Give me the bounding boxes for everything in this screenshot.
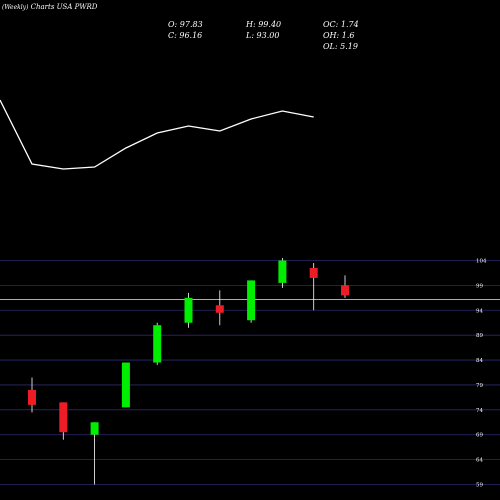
candle (59, 402, 68, 440)
price-tick-label: 104 (476, 258, 487, 264)
price-tick-label: 94 (476, 308, 483, 314)
candle (184, 292, 193, 328)
candle (247, 280, 256, 323)
price-tick-label: 69 (476, 433, 483, 439)
candle-body-down (309, 267, 318, 278)
stat-open: O: 97.83 (168, 20, 203, 29)
candle-body-up (153, 325, 162, 363)
price-tick-label: 59 (476, 483, 483, 489)
candle (121, 362, 130, 408)
stat-oc: OC: 1.74 (323, 20, 359, 29)
price-axis: 59 64 69 74 79 84 89 94 99 104 (476, 258, 487, 488)
chart-title-prefix: (Weekly) (2, 4, 29, 11)
candle (28, 377, 36, 413)
stat-close: C: 96.16 (168, 31, 202, 40)
candle-body-down (215, 305, 224, 313)
candle (278, 258, 287, 288)
indicator-line (0, 99, 314, 170)
candle-body-down (28, 389, 36, 405)
stat-ol: OL: 5.19 (323, 42, 358, 51)
candle-body-up (278, 260, 287, 283)
price-tick-label: 89 (476, 333, 483, 339)
price-tick-label: 84 (476, 358, 483, 364)
candle-body-up (184, 297, 193, 323)
chart-title-rest: Charts USA PWRD (31, 3, 98, 11)
price-tick-label: 74 (476, 408, 483, 414)
candles (28, 258, 349, 485)
candle (309, 262, 318, 311)
indicator-panel (0, 99, 314, 170)
candle-body-down (341, 285, 349, 296)
price-tick-label: 79 (476, 383, 483, 389)
chart-title: (Weekly) Charts USA PWRD (2, 3, 98, 11)
candle-body-up (90, 422, 99, 435)
candle-body-down (59, 402, 68, 433)
price-tick-label: 64 (476, 458, 483, 464)
candle-body-up (247, 280, 256, 321)
stat-high: H: 99.40 (245, 20, 281, 29)
candle (90, 422, 99, 485)
header: (Weekly) Charts USA PWRD O: 97.83 C: 96.… (2, 3, 359, 51)
stat-oh: OH: 1.6 (323, 31, 355, 40)
candle (341, 275, 349, 298)
price-tick-label: 99 (476, 283, 483, 289)
candle-body-up (121, 362, 130, 408)
candle (153, 322, 162, 366)
stat-low: L: 93.00 (245, 31, 279, 40)
candle (215, 290, 224, 326)
